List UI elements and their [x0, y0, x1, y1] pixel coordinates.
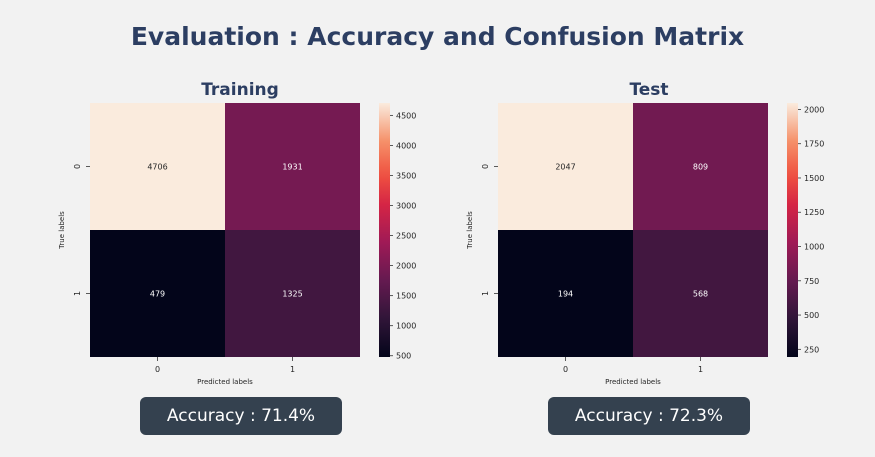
colorbar-tick-label: 1000 [396, 322, 416, 331]
x-tick-label: 0 [563, 365, 568, 374]
colorbar-tick-label: 1000 [804, 243, 824, 252]
x-tick-label: 1 [698, 365, 703, 374]
x-axis-label: Predicted labels [197, 378, 253, 386]
heatmap-cell [498, 230, 633, 357]
colorbar-tick-label: 250 [804, 345, 819, 354]
y-tick-label: 1 [73, 291, 82, 296]
cell-value-label: 809 [693, 163, 708, 172]
panel-title-test: Test [629, 80, 669, 100]
colorbar [787, 103, 798, 357]
cell-value-label: 1931 [282, 163, 302, 172]
heatmap-cell [633, 230, 768, 357]
y-tick-label: 1 [481, 291, 490, 296]
slide-title: Evaluation : Accuracy and Confusion Matr… [130, 22, 745, 51]
cell-value-label: 2047 [555, 163, 575, 172]
accuracy-badge-training: Accuracy : 71.4% [140, 397, 342, 435]
colorbar [379, 103, 390, 357]
y-tick-label: 0 [481, 164, 490, 169]
heatmap-cell [225, 230, 360, 357]
y-tick-label: 0 [73, 164, 82, 169]
colorbar-tick-label: 3500 [396, 171, 416, 180]
colorbar-tick-label: 3000 [396, 202, 416, 211]
colorbar-tick-label: 4500 [396, 111, 416, 120]
colorbar-tick-label: 500 [804, 311, 819, 320]
colorbar-tick-label: 2000 [804, 105, 824, 114]
colorbar-tick-label: 4000 [396, 141, 416, 150]
y-axis-label: True labels [466, 211, 474, 250]
y-axis-label: True labels [58, 211, 66, 250]
panel-title-training: Training [201, 80, 279, 100]
x-tick-label: 0 [155, 365, 160, 374]
colorbar-tick-label: 1750 [804, 140, 824, 149]
colorbar-tick-label: 2500 [396, 232, 416, 241]
heatmap-cell [90, 103, 225, 230]
colorbar-tick-label: 2000 [396, 262, 416, 271]
cell-value-label: 4706 [147, 163, 167, 172]
heatmap-cell [90, 230, 225, 357]
accuracy-badge-test: Accuracy : 72.3% [548, 397, 750, 435]
heatmap-cell [225, 103, 360, 230]
cell-value-label: 479 [150, 290, 165, 299]
cell-value-label: 568 [693, 290, 708, 299]
colorbar-tick-label: 1500 [396, 292, 416, 301]
heatmap-cell [498, 103, 633, 230]
cell-value-label: 1325 [282, 290, 302, 299]
cell-value-label: 194 [558, 290, 573, 299]
colorbar-tick-label: 750 [804, 277, 819, 286]
colorbar-tick-label: 500 [396, 352, 411, 361]
heatmap-cell [633, 103, 768, 230]
x-tick-label: 1 [290, 365, 295, 374]
colorbar-tick-label: 1250 [804, 208, 824, 217]
colorbar-tick-label: 1500 [804, 174, 824, 183]
x-axis-label: Predicted labels [605, 378, 661, 386]
